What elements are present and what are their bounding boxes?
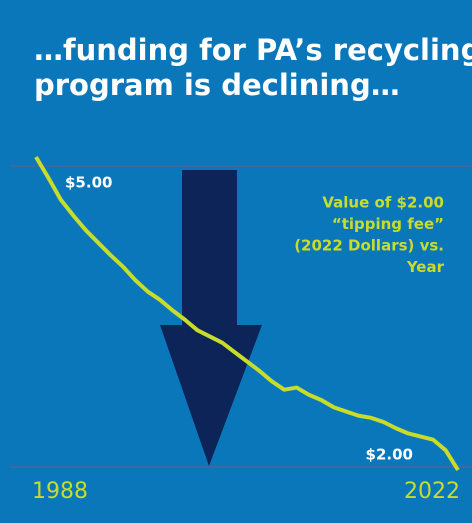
line bbox=[34, 155, 460, 472]
x-tick-label: 1988 bbox=[32, 479, 88, 504]
annotation-line: “tipping fee” bbox=[332, 215, 444, 233]
data-label: $5.00 bbox=[65, 174, 112, 192]
annotation-line: Value of $2.00 bbox=[322, 194, 444, 212]
annotation-line: (2022 Dollars) vs. bbox=[294, 237, 444, 255]
down-arrow bbox=[160, 170, 262, 466]
chart-title: …funding for PA’s recycling bbox=[34, 33, 472, 67]
chart-title: program is declining… bbox=[34, 68, 400, 102]
annotation-line: Year bbox=[406, 258, 445, 276]
x-tick-label: 2022 bbox=[404, 479, 460, 504]
data-label: $2.00 bbox=[366, 446, 413, 464]
